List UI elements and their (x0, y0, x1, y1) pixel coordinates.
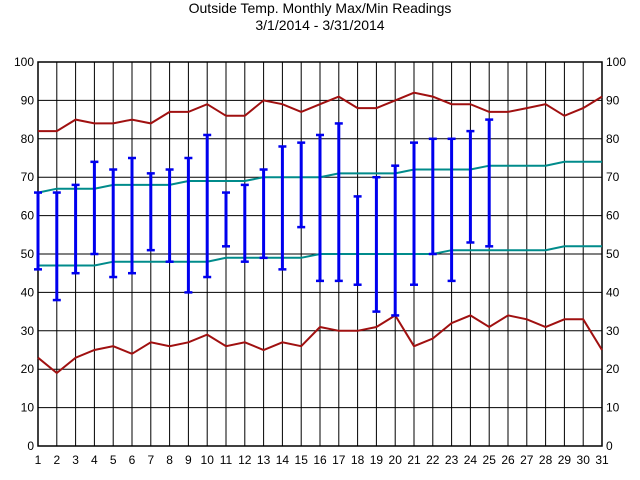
chart-title: Outside Temp. Monthly Max/Min Readings (188, 0, 452, 16)
x-tick-label: 23 (445, 453, 459, 467)
x-tick-label: 11 (220, 453, 233, 467)
x-tick-label: 17 (332, 453, 346, 467)
daily-range-bar (146, 172, 155, 252)
daily-range-bar (240, 183, 249, 263)
y-tick-label-right: 70 (606, 170, 620, 184)
daily-range-bar (278, 145, 287, 271)
y-tick-label-right: 50 (606, 247, 620, 261)
x-tick-label: 12 (238, 453, 252, 467)
y-tick-label-right: 20 (606, 362, 620, 376)
x-tick-label: 25 (483, 453, 497, 467)
daily-range-bar (391, 164, 400, 317)
x-tick-label: 24 (464, 453, 478, 467)
x-tick-label: 6 (129, 453, 136, 467)
y-tick-label-right: 0 (606, 439, 613, 453)
daily-range-bar (372, 175, 381, 313)
daily-range-bar (316, 133, 324, 283)
x-tick-label: 29 (558, 453, 572, 467)
x-tick-label: 5 (110, 453, 117, 467)
y-tick-label-left: 100 (14, 55, 34, 69)
x-tick-label: 18 (351, 453, 365, 467)
daily-range-bar (165, 168, 174, 263)
x-tick-label: 27 (520, 453, 534, 467)
x-tick-label: 16 (313, 453, 327, 467)
y-tick-label-left: 20 (21, 362, 35, 376)
record-low-line (37, 314, 603, 375)
y-tick-label-left: 50 (21, 247, 35, 261)
y-tick-label-right: 80 (606, 132, 620, 146)
x-tick-label: 30 (577, 453, 591, 467)
x-tick-label: 21 (407, 453, 421, 467)
daily-range-bar (90, 160, 99, 256)
y-tick-label-left: 40 (21, 285, 35, 299)
y-tick-label-left: 90 (21, 93, 35, 107)
series-layer (34, 91, 603, 375)
x-tick-label: 2 (53, 453, 60, 467)
x-tick-label: 14 (276, 453, 290, 467)
x-tick-label: 13 (257, 453, 271, 467)
x-tick-label: 10 (201, 453, 215, 467)
daily-range-bar (353, 195, 362, 286)
y-tick-label-left: 70 (21, 170, 35, 184)
daily-range-bar (466, 129, 475, 244)
daily-range-bar (184, 156, 193, 294)
x-tick-label: 15 (295, 453, 309, 467)
y-tick-label-left: 80 (21, 132, 35, 146)
y-tick-label-right: 60 (606, 209, 620, 223)
chart-title-block: Outside Temp. Monthly Max/Min Readings 3… (0, 0, 640, 34)
x-tick-label: 9 (185, 453, 192, 467)
x-tick-label: 20 (389, 453, 403, 467)
x-tick-label: 28 (539, 453, 553, 467)
daily-range-bar (52, 191, 61, 302)
x-tick-label: 4 (91, 453, 98, 467)
daily-range-bar (203, 133, 212, 279)
x-tick-label: 26 (501, 453, 515, 467)
daily-range-bar (297, 141, 306, 229)
daily-range-bar (128, 156, 136, 275)
daily-range-bar (109, 168, 118, 279)
x-tick-label: 31 (595, 453, 609, 467)
axes: 0 0 10 10 20 20 30 30 40 40 50 50 60 60 70 70 80 80 90 90 10… (14, 55, 626, 467)
chart-subtitle: 3/1/2014 - 3/31/2014 (255, 17, 385, 33)
daily-range-bar (485, 118, 494, 248)
x-tick-label: 7 (147, 453, 154, 467)
x-tick-label: 22 (426, 453, 440, 467)
daily-range-bar (447, 137, 456, 283)
y-tick-label-right: 10 (606, 401, 620, 415)
y-tick-label-left: 60 (21, 209, 35, 223)
daily-range-bar (71, 183, 80, 275)
daily-range-bar (259, 168, 268, 260)
daily-range-bar (222, 191, 230, 248)
daily-range-bar (410, 141, 418, 286)
y-tick-label-right: 90 (606, 93, 620, 107)
daily-range-bar (428, 137, 437, 256)
daily-range-bar (34, 191, 42, 271)
x-tick-label: 3 (72, 453, 79, 467)
y-tick-label-right: 30 (606, 324, 620, 338)
x-tick-label: 8 (166, 453, 173, 467)
y-tick-label-right: 40 (606, 285, 620, 299)
y-tick-label-left: 30 (21, 324, 35, 338)
x-tick-label: 19 (370, 453, 384, 467)
y-tick-label-left: 0 (27, 439, 34, 453)
daily-range-bar (334, 122, 343, 283)
x-tick-label: 1 (35, 453, 42, 467)
y-tick-label-left: 10 (21, 401, 35, 415)
record-high-line (38, 91, 603, 133)
y-tick-label-right: 100 (606, 55, 626, 69)
